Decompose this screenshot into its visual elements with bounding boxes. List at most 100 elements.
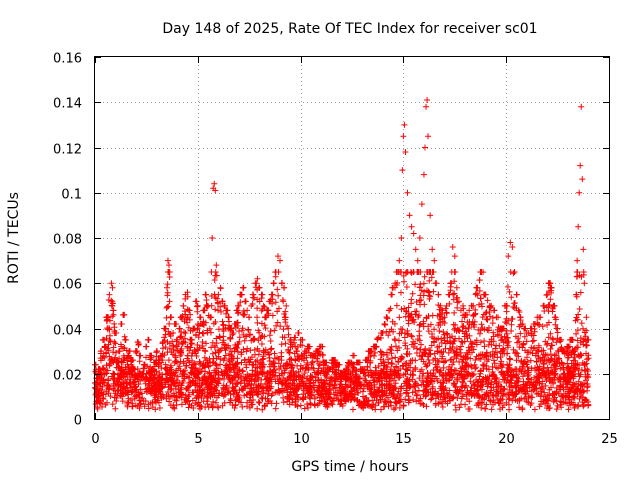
- noise-marker: [111, 377, 118, 384]
- noise-marker: [428, 395, 435, 402]
- data-point: [564, 343, 571, 350]
- noise-marker: [581, 329, 588, 336]
- noise-marker: [119, 398, 126, 405]
- data-point: [272, 268, 279, 275]
- noise-marker: [453, 349, 460, 356]
- noise-marker: [562, 399, 569, 406]
- noise-marker: [194, 346, 201, 353]
- noise-marker: [164, 292, 171, 299]
- noise-marker: [533, 390, 540, 397]
- noise-marker: [161, 352, 168, 359]
- noise-marker: [481, 326, 488, 333]
- noise-marker: [155, 379, 162, 386]
- data-point: [256, 284, 263, 291]
- noise-marker: [178, 401, 185, 408]
- noise-marker: [440, 328, 447, 335]
- noise-marker: [462, 359, 469, 366]
- noise-marker: [104, 326, 111, 333]
- noise-marker: [461, 330, 468, 337]
- noise-marker: [424, 353, 431, 360]
- noise-marker: [393, 399, 400, 406]
- noise-marker: [151, 383, 158, 390]
- noise-marker: [464, 387, 471, 394]
- noise-marker: [271, 355, 278, 362]
- data-point: [439, 307, 446, 314]
- data-point: [416, 235, 423, 241]
- noise-marker: [548, 369, 555, 376]
- noise-marker: [498, 369, 505, 376]
- noise-marker: [456, 404, 463, 411]
- noise-marker: [581, 336, 588, 343]
- noise-marker: [212, 384, 219, 391]
- data-point: [262, 314, 269, 321]
- data-point: [198, 320, 205, 327]
- noise-marker: [109, 300, 116, 307]
- data-point: [408, 223, 415, 230]
- noise-marker: [211, 367, 218, 374]
- data-point: [437, 302, 444, 309]
- noise-marker: [493, 393, 500, 400]
- data-point: [151, 359, 158, 366]
- data-point: [203, 291, 210, 298]
- noise-marker: [289, 364, 296, 371]
- noise-marker: [491, 360, 498, 367]
- noise-marker: [520, 341, 527, 348]
- noise-marker: [170, 404, 177, 411]
- noise-marker: [374, 335, 381, 342]
- noise-marker: [383, 349, 390, 356]
- noise-marker: [198, 394, 205, 401]
- noise-marker: [417, 346, 424, 353]
- noise-marker: [412, 364, 419, 371]
- noise-marker: [457, 365, 464, 372]
- noise-marker: [335, 373, 342, 380]
- noise-marker: [237, 380, 244, 387]
- noise-marker: [322, 362, 329, 369]
- noise-marker: [240, 312, 247, 319]
- axis-ticks: 0 0.02 0.04 0.06 0.08 0.1 0.12 0.14 0.16 0 5 10 15 20…: [53, 52, 618, 448]
- noise-marker: [260, 385, 267, 392]
- noise-marker: [408, 332, 415, 339]
- noise-marker: [159, 371, 166, 378]
- noise-marker: [489, 363, 496, 370]
- noise-marker: [393, 363, 400, 370]
- noise-marker: [185, 374, 192, 381]
- noise-marker: [297, 402, 304, 409]
- noise-marker: [508, 327, 515, 334]
- noise-marker: [516, 397, 523, 404]
- noise-marker: [583, 342, 590, 349]
- noise-marker: [467, 362, 474, 369]
- noise-marker: [117, 341, 124, 348]
- noise-marker: [212, 399, 219, 406]
- noise-marker: [536, 380, 543, 387]
- noise-marker: [408, 296, 415, 303]
- data-point: [429, 246, 436, 253]
- data-point: [550, 302, 557, 309]
- data-point: [399, 167, 406, 174]
- noise-marker: [532, 352, 539, 359]
- noise-marker: [423, 314, 430, 321]
- noise-marker: [250, 336, 257, 343]
- noise-marker: [469, 372, 476, 379]
- noise-marker: [542, 382, 549, 389]
- noise-marker: [464, 319, 471, 326]
- data-point: [540, 302, 547, 309]
- data-point: [398, 235, 405, 241]
- noise-marker: [202, 340, 209, 347]
- noise-marker: [465, 344, 472, 351]
- noise-marker: [436, 311, 443, 318]
- data-point: [246, 314, 253, 321]
- noise-marker: [574, 402, 581, 409]
- data-point: [135, 339, 142, 346]
- noise-marker: [416, 375, 423, 382]
- noise-marker: [544, 391, 551, 398]
- noise-marker: [429, 312, 436, 319]
- noise-marker: [202, 404, 209, 411]
- noise-marker: [447, 356, 454, 363]
- data-point: [322, 359, 329, 366]
- noise-marker: [452, 402, 459, 409]
- data-point: [240, 284, 247, 291]
- noise-marker: [479, 314, 486, 321]
- noise-marker: [474, 400, 481, 407]
- noise-marker: [421, 273, 428, 280]
- noise-marker: [515, 378, 522, 385]
